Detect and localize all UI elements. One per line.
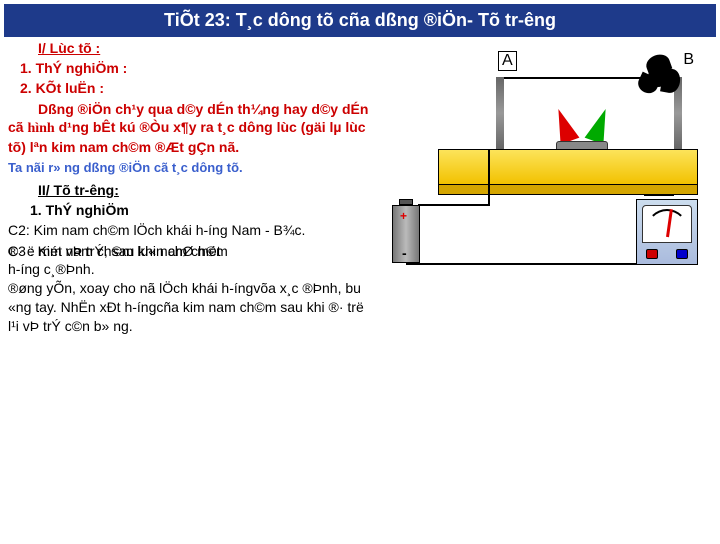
section1-item2: 2. KÕt luËn :	[20, 79, 378, 97]
section2-item1: 1. ThÝ nghiÖm	[30, 201, 378, 219]
section1-note: Ta nãi r» ng dßng ®iÖn cã t¸c dông tõ.	[8, 160, 378, 177]
wire-segment	[418, 204, 488, 254]
section2-heading: II/ Tõ tr-êng:	[38, 181, 378, 199]
text-column: I/ Lùc tõ : 1. ThÝ nghiÖm : 2. KÕt luËn …	[8, 39, 378, 336]
diagram-column: A B + -	[378, 39, 708, 336]
lesson-title: TiÕt 23: T¸c dông tõ cña dßng ®iÖn- Tõ t…	[4, 4, 716, 37]
section1-body: Dßng ®iÖn ch¹y qua d©y dÉn th¼ng hay d©y…	[8, 100, 378, 157]
battery-plus-icon: +	[400, 209, 407, 223]
experiment-diagram: A B + -	[388, 49, 698, 269]
label-a: A	[498, 51, 517, 71]
wire-segment	[488, 149, 490, 206]
question-c2: C2: Kim nam ch©m lÖch khái h-íng Nam - B…	[8, 221, 378, 239]
battery-minus-icon: -	[402, 245, 407, 261]
ammeter-terminal	[676, 249, 688, 259]
post-a	[496, 77, 504, 149]
label-b: B	[683, 51, 694, 69]
section1-item1: 1. ThÝ nghiÖm :	[20, 59, 378, 77]
ammeter-terminal	[646, 249, 658, 259]
apparatus-base	[438, 149, 698, 195]
section1-heading: I/ Lùc tõ :	[38, 39, 378, 57]
content-area: I/ Lùc tõ : 1. ThÝ nghiÖm : 2. KÕt luËn …	[0, 37, 720, 338]
wire-segment	[406, 263, 646, 265]
fan-center-icon	[648, 67, 668, 87]
compass-needle-north	[549, 106, 579, 145]
compass-needle-south	[585, 106, 615, 145]
question-c3: C3 : Kim nam ch©m lu«n chØ mét ®· ë mét …	[8, 242, 378, 336]
